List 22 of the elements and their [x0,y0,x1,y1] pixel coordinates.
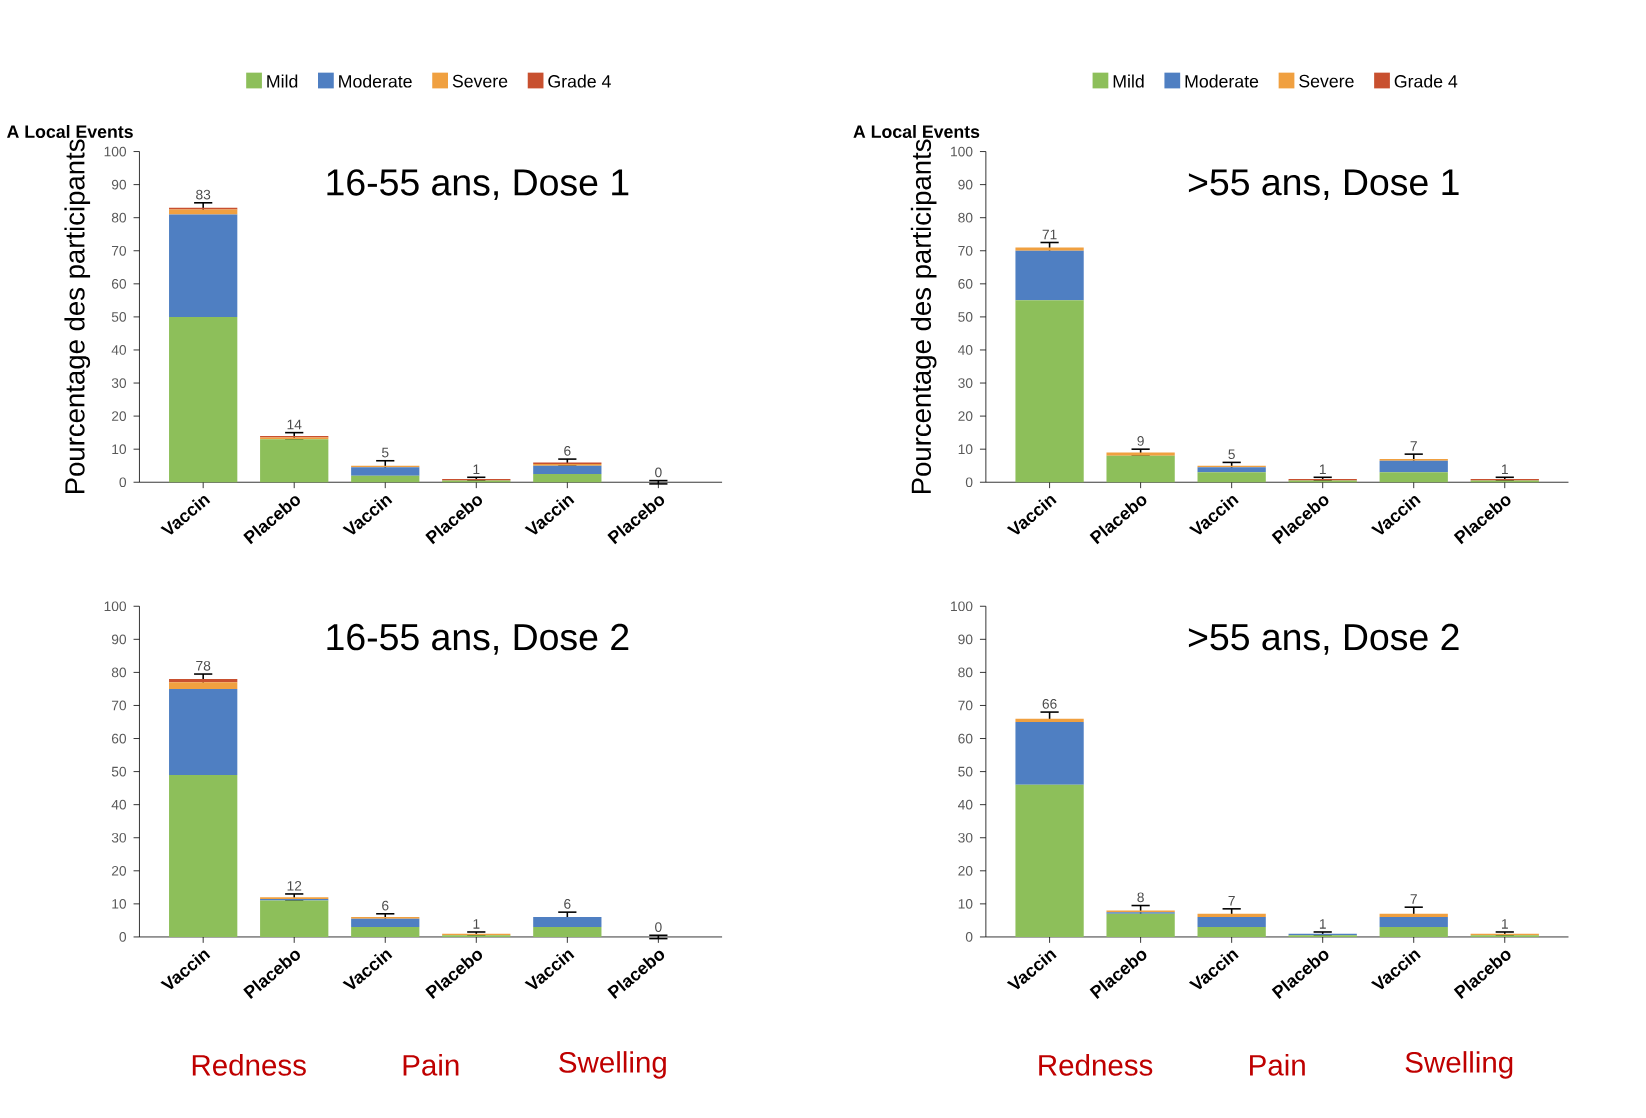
legend-label: Moderate [339,74,412,88]
text: Redness [1039,1054,1153,1076]
legend-label: Grade 4 [1394,74,1458,88]
legend-label: Moderate [1185,74,1259,88]
legend-label: Mild [267,74,298,88]
legend-label: Severe [452,74,508,88]
text: Swelling [559,1051,666,1079]
text: Pain [1250,1054,1305,1076]
legend-label: Grade 4 [548,74,611,88]
chart-title: >55 ans, Dose 1 [1188,169,1459,200]
chart-subtitle: A Local Events [7,124,133,138]
chart-subtitle: A Local Events [853,124,980,138]
legend-label: Mild [1113,74,1144,88]
text: Pain [403,1054,459,1076]
chart-title: 16-55 ans, Dose 2 [327,623,629,655]
y-axis-title: Pourcentage des participants [910,139,937,494]
chart-title: 16-55 ans, Dose 1 [327,169,629,201]
text: Swelling [1405,1051,1513,1079]
chart-title: >55 ans, Dose 2 [1188,623,1459,655]
text: Redness [192,1054,306,1076]
legend-label: Severe [1299,74,1354,88]
y-axis-title: Pourcentage des participants [64,139,91,494]
